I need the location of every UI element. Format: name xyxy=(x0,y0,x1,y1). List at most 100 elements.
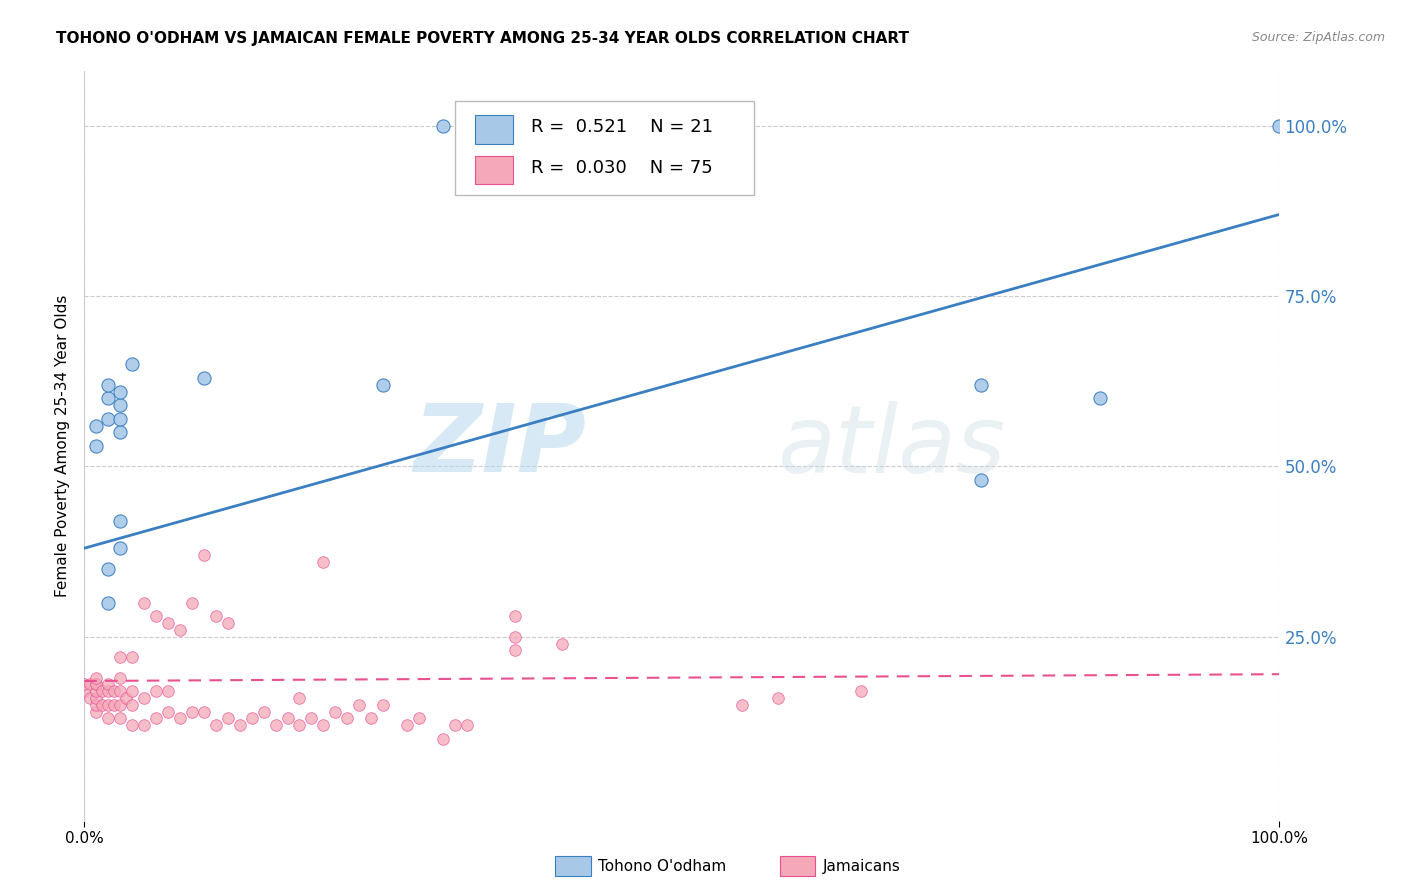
Point xyxy=(970,377,993,392)
Point xyxy=(115,691,138,706)
Point xyxy=(132,596,156,610)
Point xyxy=(432,731,454,746)
Point xyxy=(79,677,101,691)
Point xyxy=(132,718,156,732)
Point xyxy=(408,711,430,725)
Point xyxy=(1090,392,1112,406)
Point xyxy=(110,411,132,425)
Bar xyxy=(475,156,513,185)
Point xyxy=(121,698,143,712)
Point xyxy=(86,684,108,698)
Point xyxy=(103,684,125,698)
Point xyxy=(193,705,215,719)
Point xyxy=(217,616,239,631)
Point xyxy=(97,684,120,698)
Point xyxy=(121,650,143,665)
Point xyxy=(121,718,143,732)
Point xyxy=(169,623,191,637)
Point xyxy=(325,705,347,719)
Point xyxy=(217,711,239,725)
FancyBboxPatch shape xyxy=(456,102,754,195)
Point xyxy=(110,671,132,685)
Point xyxy=(110,384,132,399)
Point xyxy=(349,698,371,712)
Point xyxy=(157,684,180,698)
Point xyxy=(86,698,108,712)
Point xyxy=(86,677,108,691)
Point xyxy=(91,698,114,712)
Y-axis label: Female Poverty Among 25-34 Year Olds: Female Poverty Among 25-34 Year Olds xyxy=(55,295,70,597)
Point xyxy=(503,630,526,644)
Point xyxy=(132,691,156,706)
Point xyxy=(79,691,101,706)
Point xyxy=(288,691,311,706)
Point xyxy=(86,439,108,453)
Point xyxy=(181,705,204,719)
Point xyxy=(97,677,120,691)
Point xyxy=(240,711,263,725)
Point xyxy=(110,698,132,712)
Point xyxy=(145,609,167,624)
Point xyxy=(312,718,335,732)
Point xyxy=(103,698,125,712)
Text: atlas: atlas xyxy=(778,401,1005,491)
Point xyxy=(373,698,395,712)
Point xyxy=(97,411,120,425)
Point xyxy=(73,684,96,698)
Point xyxy=(110,711,132,725)
Point xyxy=(432,119,454,133)
Point xyxy=(110,684,132,698)
Point xyxy=(73,677,96,691)
Point xyxy=(157,705,180,719)
Point xyxy=(551,636,574,650)
Point xyxy=(288,718,311,732)
Text: ZIP: ZIP xyxy=(413,400,586,492)
Point xyxy=(503,643,526,657)
Point xyxy=(181,596,204,610)
Point xyxy=(169,711,191,725)
Point xyxy=(336,711,359,725)
Point xyxy=(121,357,143,371)
Point xyxy=(205,609,228,624)
Point xyxy=(157,616,180,631)
Point xyxy=(193,371,215,385)
Point xyxy=(97,596,120,610)
Point xyxy=(86,671,108,685)
Point xyxy=(110,541,132,556)
Point xyxy=(145,684,167,698)
Point xyxy=(1268,119,1291,133)
Point xyxy=(86,691,108,706)
Point xyxy=(229,718,252,732)
Point xyxy=(301,711,323,725)
Point xyxy=(121,684,143,698)
Point xyxy=(86,418,108,433)
Text: TOHONO O'ODHAM VS JAMAICAN FEMALE POVERTY AMONG 25-34 YEAR OLDS CORRELATION CHAR: TOHONO O'ODHAM VS JAMAICAN FEMALE POVERT… xyxy=(56,31,910,46)
Point xyxy=(97,377,120,392)
Point xyxy=(851,684,873,698)
Point xyxy=(277,711,299,725)
Point xyxy=(91,684,114,698)
Point xyxy=(444,718,467,732)
Point xyxy=(396,718,419,732)
Bar xyxy=(475,115,513,144)
Point xyxy=(766,691,789,706)
Text: Source: ZipAtlas.com: Source: ZipAtlas.com xyxy=(1251,31,1385,45)
Point xyxy=(97,698,120,712)
Text: Tohono O'odham: Tohono O'odham xyxy=(598,859,725,873)
Point xyxy=(86,677,108,691)
Text: R =  0.030    N = 75: R = 0.030 N = 75 xyxy=(531,159,713,177)
Point xyxy=(373,377,395,392)
Point xyxy=(110,514,132,528)
Point xyxy=(97,561,120,575)
Point xyxy=(360,711,382,725)
Text: R =  0.521    N = 21: R = 0.521 N = 21 xyxy=(531,119,713,136)
Point xyxy=(253,705,276,719)
Point xyxy=(110,425,132,440)
Point xyxy=(970,473,993,487)
Point xyxy=(312,555,335,569)
Point xyxy=(145,711,167,725)
Point xyxy=(264,718,287,732)
Point xyxy=(97,711,120,725)
Point xyxy=(456,718,478,732)
Point xyxy=(97,392,120,406)
